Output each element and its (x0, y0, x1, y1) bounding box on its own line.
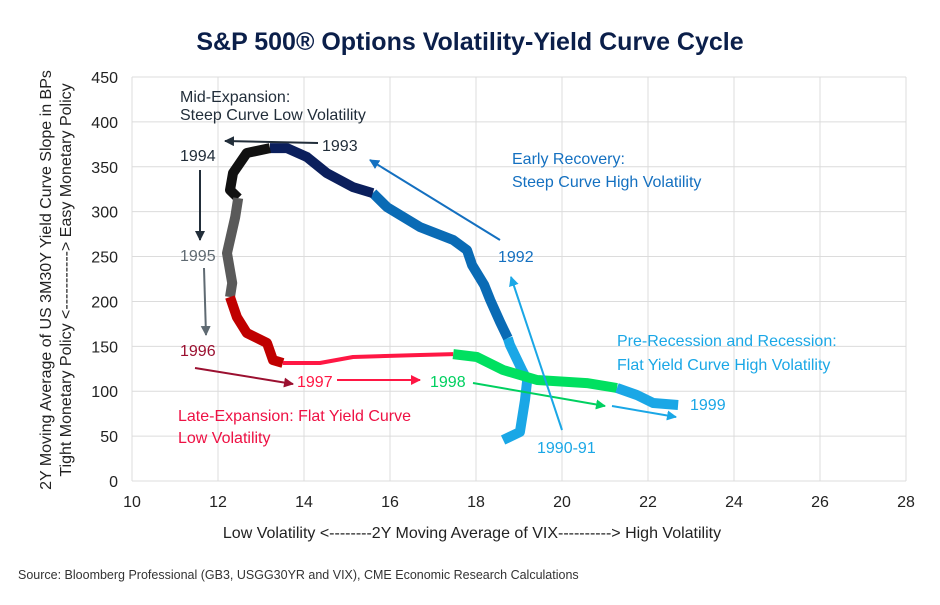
y-tick-label: 200 (91, 294, 118, 311)
series-line-1998 (452, 349, 618, 393)
annotation-arrow (194, 367, 294, 388)
annotation-y1999: 1999 (690, 397, 726, 414)
x-tick-label: 16 (381, 494, 399, 511)
x-tick-label: 24 (725, 494, 743, 511)
y-tick-label: 150 (91, 339, 118, 356)
annotation-late-expansion-2: Low Volatility (178, 430, 271, 447)
annotation-y1997: 1997 (297, 374, 333, 391)
y-tick-label: 0 (109, 474, 118, 491)
annotation-arrow (224, 136, 319, 147)
annotation-arrow (611, 405, 677, 421)
x-tick-label: 10 (123, 494, 141, 511)
annotation-y1990: 1990-91 (537, 440, 596, 457)
annotation-arrow (509, 276, 563, 431)
source-note: Source: Bloomberg Professional (GB3, USG… (18, 568, 579, 582)
x-tick-label: 14 (295, 494, 313, 511)
x-tick-label: 28 (897, 494, 915, 511)
y-ticks: 0 50 100 150 200 250 300 350 400 450 (91, 70, 118, 491)
series-line-1997 (282, 352, 454, 365)
annotations-group: Mid-Expansion:Steep Curve Low Volatility… (178, 89, 837, 457)
y-axis-label-2: Tight Monetary Policy <-----------> Easy… (58, 83, 75, 476)
annotation-y1996: 1996 (180, 343, 216, 360)
y-tick-label: 450 (91, 70, 118, 87)
series-line-1996 (225, 295, 285, 368)
series-group (222, 143, 679, 445)
annotation-y1998: 1998 (430, 374, 466, 391)
y-tick-label: 350 (91, 160, 118, 177)
annotation-pre-recession-1: Pre-Recession and Recession: (617, 333, 837, 350)
x-ticks: 10 12 14 16 18 20 22 24 26 28 (123, 494, 915, 511)
x-tick-label: 26 (811, 494, 829, 511)
y-tick-label: 50 (100, 429, 118, 446)
y-tick-label: 100 (91, 384, 118, 401)
x-axis-label: Low Volatility <--------2Y Moving Averag… (223, 525, 721, 542)
annotation-mid-expansion-1: Mid-Expansion: (180, 89, 290, 106)
annotation-mid-expansion-2: Steep Curve Low Volatility (180, 107, 366, 124)
y-tick-label: 400 (91, 115, 118, 132)
annotation-y1992: 1992 (498, 249, 534, 266)
y-tick-label: 250 (91, 250, 118, 267)
x-tick-label: 18 (467, 494, 485, 511)
annotation-arrow (369, 159, 501, 241)
annotation-early-recovery-1: Early Recovery: (512, 151, 625, 168)
annotation-y1993: 1993 (322, 138, 358, 155)
series-line-1994 (225, 143, 272, 202)
y-tick-label: 300 (91, 205, 118, 222)
annotation-pre-recession-2: Flat Yield Curve High Volatility (617, 357, 830, 374)
annotation-y1994: 1994 (180, 148, 216, 165)
x-tick-label: 20 (553, 494, 571, 511)
arrows-group (194, 136, 677, 431)
series-line-1999 (615, 383, 679, 410)
annotation-late-expansion-1: Late-Expansion: Flat Yield Curve (178, 408, 411, 425)
x-tick-label: 12 (209, 494, 227, 511)
y-axis-label: 2Y Moving Average of US 3M30Y Yield Curv… (38, 70, 55, 490)
x-tick-label: 22 (639, 494, 657, 511)
annotation-arrow (472, 382, 606, 410)
annotation-arrow (200, 267, 211, 336)
series-line-1992 (369, 189, 513, 341)
series-line-1993 (270, 143, 375, 198)
chart-title: S&P 500® Options Volatility-Yield Curve … (196, 28, 743, 56)
series-line-1995 (222, 197, 244, 298)
annotation-y1995: 1995 (180, 248, 216, 265)
annotation-early-recovery-2: Steep Curve High Volatility (512, 174, 701, 191)
